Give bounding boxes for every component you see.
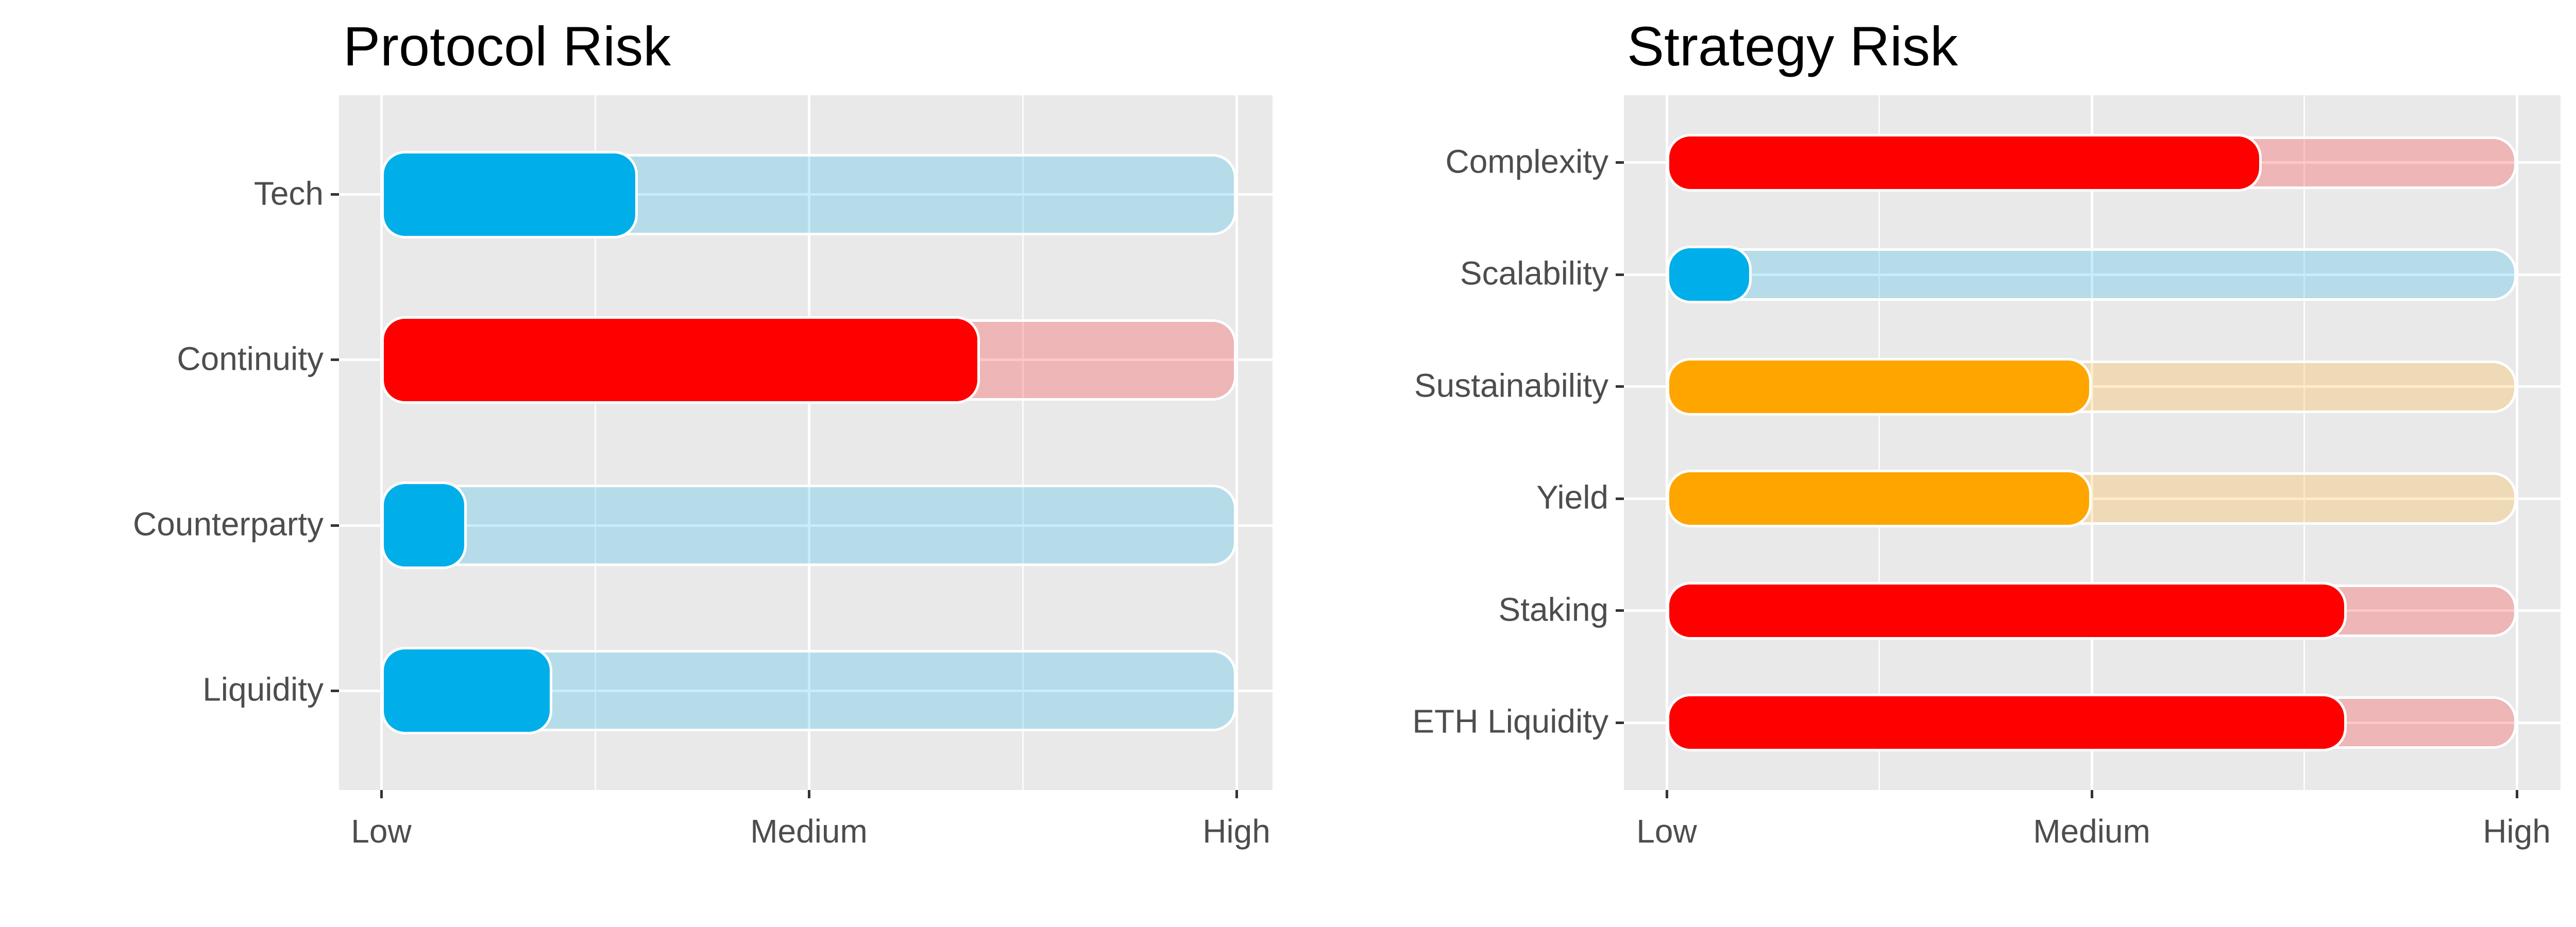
risk-bar	[1667, 581, 2347, 640]
chart-title-strategy-risk: Strategy Risk	[1627, 15, 1958, 77]
horizontal-gridline	[339, 193, 1273, 196]
category-label: Sustainability	[1414, 367, 1608, 404]
y-axis-tick	[1616, 273, 1624, 276]
x-axis-tick	[1665, 790, 1668, 798]
x-axis-tick	[2090, 790, 2093, 798]
vertical-gridline-minor	[2303, 95, 2305, 790]
y-axis-tick	[331, 689, 339, 692]
vertical-gridline-major	[2515, 95, 2518, 790]
risk-bar	[381, 150, 638, 238]
vertical-gridline-major	[807, 95, 810, 790]
risk-bar	[1667, 470, 2092, 528]
plot-panel-protocol-risk	[339, 95, 1273, 790]
category-label: Scalability	[1460, 254, 1608, 292]
category-label: Tech	[253, 175, 324, 212]
x-axis-tick-label: Medium	[750, 813, 868, 850]
x-axis-tick	[807, 790, 810, 798]
risk-track	[1667, 584, 2517, 637]
plot-panel-strategy-risk	[1624, 95, 2561, 790]
x-axis-tick-label: Low	[1636, 813, 1697, 850]
category-label: Staking	[1498, 591, 1608, 628]
x-axis-tick	[2515, 790, 2518, 798]
horizontal-gridline	[1624, 721, 2561, 724]
vertical-gridline-major	[2090, 95, 2093, 790]
risk-bar	[1667, 357, 2092, 416]
risk-bar	[1667, 246, 1752, 304]
category-label: Counterparty	[133, 505, 324, 543]
x-axis-tick-label: High	[2483, 813, 2551, 850]
x-axis-tick-label: Medium	[2033, 813, 2150, 850]
category-label: Yield	[1536, 478, 1608, 516]
x-axis-tick-label: Low	[351, 813, 412, 850]
y-axis-tick	[1616, 721, 1624, 724]
horizontal-gridline	[339, 524, 1273, 527]
risk-track	[1667, 360, 2517, 413]
horizontal-gridline	[339, 689, 1273, 692]
risk-bar	[381, 316, 980, 404]
category-label: ETH Liquidity	[1412, 702, 1608, 740]
risk-track	[381, 153, 1236, 235]
horizontal-gridline	[339, 358, 1273, 362]
y-axis-tick	[1616, 161, 1624, 164]
y-axis-tick	[1616, 497, 1624, 500]
risk-bar	[1667, 694, 2347, 752]
risk-track	[381, 319, 1236, 401]
x-axis-tick-label: High	[1202, 813, 1270, 850]
horizontal-gridline	[1624, 161, 2561, 164]
vertical-gridline-major	[380, 95, 383, 790]
risk-track	[381, 485, 1236, 566]
category-label: Complexity	[1445, 142, 1608, 180]
risk-bar	[381, 482, 467, 570]
x-axis-tick	[380, 790, 383, 798]
horizontal-gridline	[1624, 609, 2561, 612]
y-axis-tick	[331, 524, 339, 527]
horizontal-gridline	[1624, 385, 2561, 388]
risk-track	[381, 650, 1236, 732]
risk-track	[1667, 472, 2517, 525]
x-axis-tick	[1235, 790, 1238, 798]
category-label: Continuity	[177, 340, 324, 377]
vertical-gridline-minor	[1878, 95, 1880, 790]
vertical-gridline-minor	[1022, 95, 1024, 790]
horizontal-gridline	[1624, 273, 2561, 276]
vertical-gridline-minor	[594, 95, 596, 790]
horizontal-gridline	[1624, 497, 2561, 500]
risk-track	[1667, 136, 2517, 189]
y-axis-tick	[331, 193, 339, 196]
y-axis-tick	[1616, 609, 1624, 612]
y-axis-tick	[1616, 385, 1624, 388]
vertical-gridline-major	[1665, 95, 1668, 790]
vertical-gridline-major	[1235, 95, 1238, 790]
risk-bar	[381, 647, 552, 735]
category-label: Liquidity	[202, 671, 324, 708]
risk-track	[1667, 696, 2517, 749]
y-axis-tick	[331, 358, 339, 362]
risk-bar	[1667, 133, 2262, 192]
risk-track	[1667, 248, 2517, 301]
chart-title-protocol-risk: Protocol Risk	[343, 15, 671, 77]
